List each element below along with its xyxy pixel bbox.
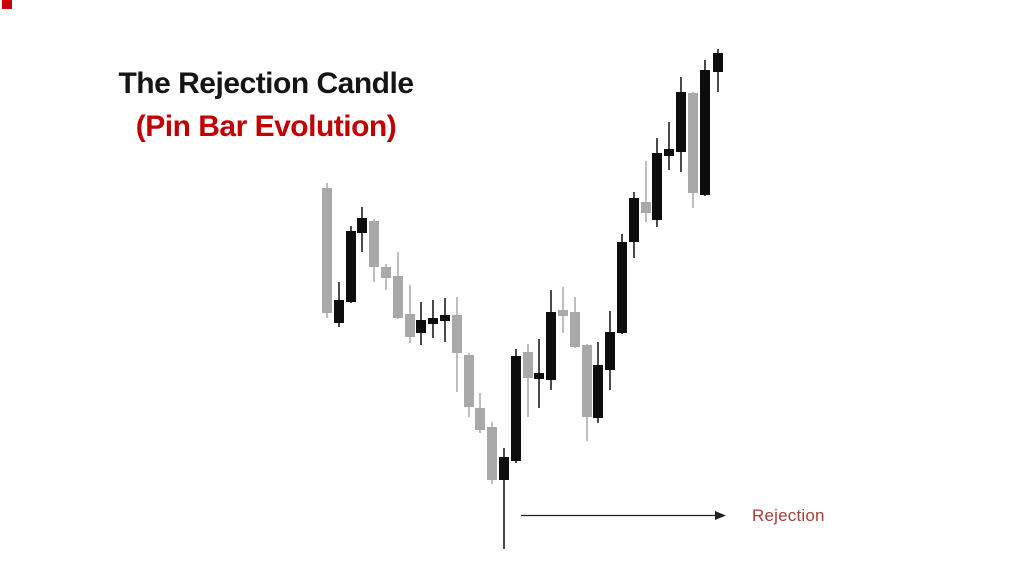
candle-body (369, 221, 379, 267)
candle-body (440, 315, 450, 321)
candle-body (499, 457, 509, 480)
candle-body (334, 300, 344, 323)
candle-32 (688, 92, 698, 208)
candle-body (381, 267, 391, 278)
candle-body (322, 188, 332, 313)
candle-17 (511, 349, 521, 463)
candle-body (475, 408, 485, 430)
candle-body (605, 332, 615, 370)
candle-body (452, 315, 462, 353)
candle-5 (369, 219, 379, 282)
candle-body (641, 202, 651, 213)
title-main: The Rejection Candle (118, 67, 414, 100)
candle-13 (464, 353, 474, 417)
candle-16 (499, 448, 509, 549)
candle-25 (605, 311, 615, 390)
candle-body (629, 198, 639, 242)
candle-21 (558, 287, 568, 333)
candle-body (713, 53, 723, 72)
rejection-arrow-head (715, 511, 726, 520)
corner-red-marker (2, 0, 12, 9)
candle-body (357, 218, 367, 233)
candle-body (487, 427, 497, 480)
candle-14 (475, 393, 485, 433)
candle-body (523, 352, 533, 378)
candle-10 (428, 300, 438, 338)
candle-34 (713, 49, 723, 92)
candle-body (428, 318, 438, 324)
candle-8 (405, 285, 415, 343)
candle-body (617, 242, 627, 333)
title-subtitle: (Pin Bar Evolution) (135, 110, 397, 143)
candle-6 (381, 264, 391, 290)
candle-26 (617, 234, 627, 334)
candle-7 (393, 252, 403, 319)
candle-2 (334, 282, 344, 327)
candle-1 (322, 183, 332, 318)
candle-body (546, 312, 556, 380)
candle-body (652, 153, 662, 220)
candle-body (464, 355, 474, 407)
candle-15 (487, 422, 497, 484)
candle-19 (534, 339, 544, 408)
candle-body (570, 312, 580, 347)
candle-body (688, 93, 698, 193)
candle-29 (652, 138, 662, 227)
candle-27 (629, 192, 639, 258)
candle-body (582, 345, 592, 417)
candle-body (700, 70, 710, 195)
rejection-arrow (521, 511, 726, 520)
candle-body (511, 356, 521, 461)
candle-body (664, 149, 674, 156)
candle-31 (676, 77, 686, 172)
candle-20 (546, 290, 556, 390)
candle-12 (452, 297, 462, 392)
candle-4 (357, 207, 367, 252)
candle-18 (523, 344, 533, 417)
candle-body (416, 320, 426, 333)
candle-9 (416, 302, 426, 345)
candle-body (405, 314, 415, 337)
candle-30 (664, 122, 674, 170)
candle-33 (700, 60, 710, 196)
candle-body (393, 276, 403, 318)
candle-body (593, 365, 603, 418)
candle-body (558, 310, 568, 316)
candle-body (534, 373, 544, 379)
candle-28 (641, 161, 651, 222)
candle-body (346, 231, 356, 302)
candle-24 (593, 342, 603, 423)
candle-22 (570, 297, 580, 348)
slide-title: The Rejection Candle (Pin Bar Evolution) (40, 62, 492, 148)
candle-23 (582, 344, 592, 441)
candle-3 (346, 226, 356, 303)
candle-11 (440, 298, 450, 342)
candle-body (676, 92, 686, 152)
rejection-annotation-label: Rejection (752, 506, 825, 525)
